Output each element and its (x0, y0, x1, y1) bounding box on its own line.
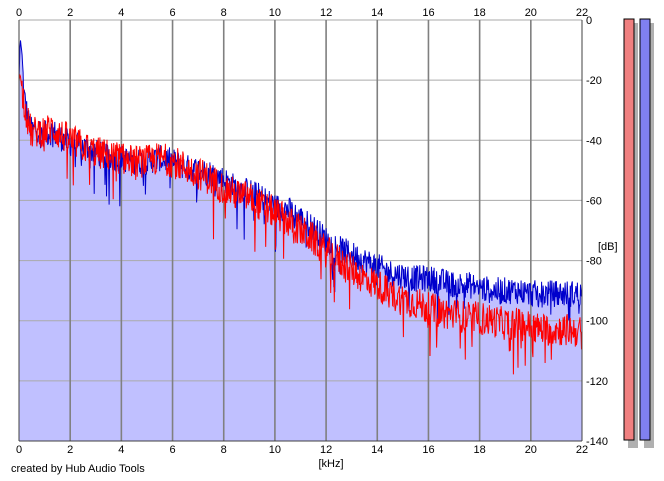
grid-layer (18, 19, 583, 442)
x-tick-label-top: 4 (118, 7, 124, 19)
series-line-red (18, 73, 583, 375)
y-tick-label: 0 (586, 15, 592, 27)
y-axis-label: [dB] (598, 241, 618, 253)
x-tick-label-top: 18 (474, 7, 486, 19)
x-tick-label-bottom: 22 (576, 444, 588, 456)
x-tick-label-top: 0 (16, 7, 22, 19)
y-tick-label: -60 (586, 195, 602, 207)
x-tick-label-bottom: 8 (221, 444, 227, 456)
y-tick-label: -120 (586, 376, 608, 388)
x-tick-label-top: 14 (371, 7, 383, 19)
y-tick-label: -40 (586, 135, 602, 147)
x-tick-label-top: 20 (525, 7, 537, 19)
series-layer (18, 40, 583, 375)
x-tick-label-top: 10 (269, 7, 281, 19)
meter-left (623, 18, 635, 441)
credit-text: created by Hub Audio Tools (11, 463, 145, 475)
axis-layer (18, 20, 583, 442)
x-tick-label-bottom: 12 (320, 444, 332, 456)
x-tick-label-bottom: 20 (525, 444, 537, 456)
x-tick-label-top: 16 (422, 7, 434, 19)
x-tick-label-bottom: 10 (269, 444, 281, 456)
x-axis-label: [kHz] (318, 458, 343, 470)
level-meters (623, 18, 654, 448)
x-tick-label-top: 12 (320, 7, 332, 19)
y-tick-label: -140 (586, 436, 608, 448)
x-tick-label-top: 2 (67, 7, 73, 19)
x-tick-label-top: 22 (576, 7, 588, 19)
x-tick-label-bottom: 14 (371, 444, 383, 456)
x-tick-label-bottom: 16 (422, 444, 434, 456)
x-tick-label-bottom: 0 (16, 444, 22, 456)
y-tick-label: -100 (586, 316, 608, 328)
x-tick-label-bottom: 4 (118, 444, 124, 456)
y-tick-label: -80 (586, 256, 602, 268)
x-tick-label-bottom: 2 (67, 444, 73, 456)
x-tick-label-bottom: 18 (474, 444, 486, 456)
x-tick-label-top: 8 (221, 7, 227, 19)
y-tick-label: -20 (586, 75, 602, 87)
x-tick-label-top: 6 (169, 7, 175, 19)
meter-right (639, 18, 651, 441)
y-tick-labels: 0 -20 -40 -60 -80 -100 -120 -140 (586, 15, 608, 448)
x-tick-label-bottom: 6 (169, 444, 175, 456)
